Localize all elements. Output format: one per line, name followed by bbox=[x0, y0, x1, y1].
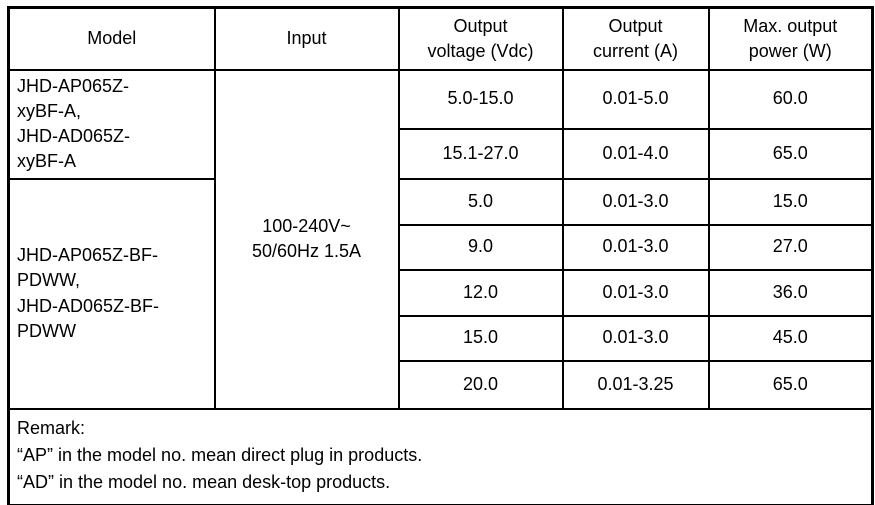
table-row: 9.0 0.01-3.0 27.0 bbox=[9, 223, 874, 271]
header-output-current: Output current (A) bbox=[561, 6, 710, 71]
current-cell: 0.01-3.25 bbox=[561, 359, 710, 410]
voltage-cell: 20.0 bbox=[397, 359, 564, 410]
remark-cell: Remark: “AP” in the model no. mean direc… bbox=[7, 407, 874, 505]
current-cell: 0.01-3.0 bbox=[561, 314, 710, 362]
remark-title: Remark: bbox=[17, 417, 86, 438]
power-spec-table: Model Input Output voltage (Vdc) Output … bbox=[7, 6, 874, 505]
table-row: 20.0 0.01-3.25 65.0 bbox=[9, 359, 874, 410]
power-cell: 15.0 bbox=[707, 177, 874, 226]
table-row: 12.0 0.01-3.0 36.0 bbox=[9, 268, 874, 317]
current-cell: 0.01-4.0 bbox=[561, 127, 710, 180]
power-cell: 36.0 bbox=[707, 268, 874, 317]
input-cell: 100-240V~ 50/60Hz 1.5A bbox=[213, 68, 400, 410]
table-row: 15.0 0.01-3.0 45.0 bbox=[9, 314, 874, 362]
voltage-cell: 15.1-27.0 bbox=[397, 127, 564, 180]
current-cell: 0.01-3.0 bbox=[561, 177, 710, 226]
power-cell: 27.0 bbox=[707, 223, 874, 271]
header-model: Model bbox=[7, 6, 216, 71]
model-cell-group2: JHD-AP065Z-BF- PDWW, JHD-AD065Z-BF- PDWW bbox=[7, 177, 216, 410]
power-cell: 45.0 bbox=[707, 314, 874, 362]
header-max-output-power: Max. output power (W) bbox=[707, 6, 874, 71]
current-cell: 0.01-5.0 bbox=[561, 68, 710, 130]
power-cell: 60.0 bbox=[707, 68, 874, 130]
power-cell: 65.0 bbox=[707, 359, 874, 410]
header-output-voltage: Output voltage (Vdc) bbox=[397, 6, 564, 71]
table-row: 15.1-27.0 0.01-4.0 65.0 bbox=[9, 127, 874, 180]
model-cell-group1: JHD-AP065Z- xyBF-A, JHD-AD065Z- xyBF-A bbox=[7, 68, 216, 180]
voltage-cell: 5.0-15.0 bbox=[397, 68, 564, 130]
table-row: JHD-AP065Z-BF- PDWW, JHD-AD065Z-BF- PDWW… bbox=[7, 177, 874, 410]
voltage-cell: 15.0 bbox=[397, 314, 564, 362]
header-row: Model Input Output voltage (Vdc) Output … bbox=[7, 6, 874, 71]
current-cell: 0.01-3.0 bbox=[561, 268, 710, 317]
remark-row: Remark: “AP” in the model no. mean direc… bbox=[7, 407, 874, 505]
header-input: Input bbox=[213, 6, 400, 71]
voltage-cell: 12.0 bbox=[397, 268, 564, 317]
table-row: JHD-AP065Z- xyBF-A, JHD-AD065Z- xyBF-A 1… bbox=[7, 68, 874, 410]
voltage-cell: 9.0 bbox=[397, 223, 564, 271]
power-cell: 65.0 bbox=[707, 127, 874, 180]
remark-line-ap: “AP” in the model no. mean direct plug i… bbox=[17, 444, 423, 465]
voltage-cell: 5.0 bbox=[397, 177, 564, 226]
current-cell: 0.01-3.0 bbox=[561, 223, 710, 271]
remark-line-ad: “AD” in the model no. mean desk-top prod… bbox=[17, 471, 391, 492]
